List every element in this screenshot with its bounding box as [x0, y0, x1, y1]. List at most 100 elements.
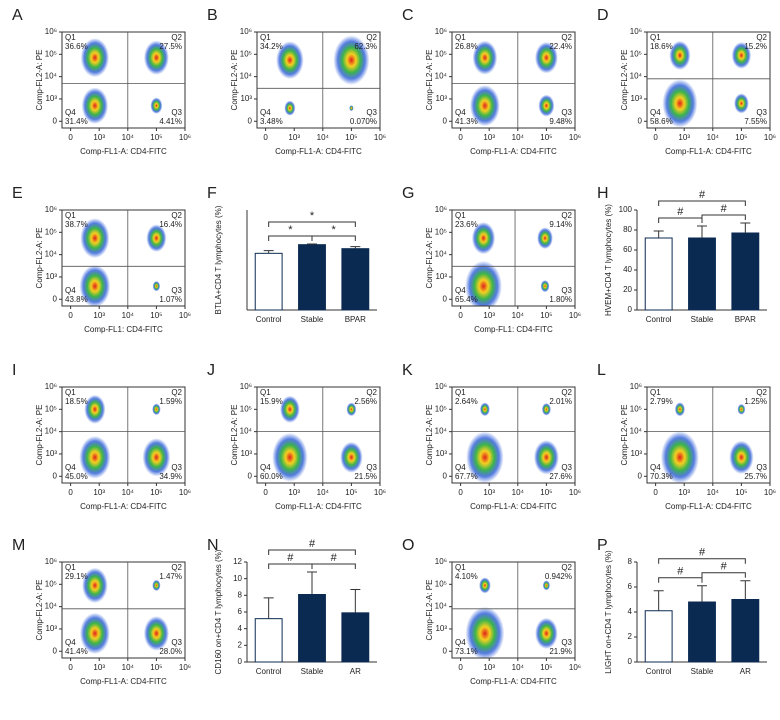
quadrant-name: Q1 — [455, 33, 466, 42]
plot-frame — [646, 386, 771, 484]
panel-letter: A — [12, 7, 23, 24]
significance-label: # — [699, 547, 706, 559]
quadrant-percent: 45.0% — [65, 472, 88, 481]
quadrant-percent: 9.14% — [549, 220, 572, 229]
y-tick-label: 0 — [238, 657, 243, 666]
x-tick-label: 0 — [68, 663, 73, 672]
population — [143, 616, 170, 651]
y-tick-label: 10³ — [240, 94, 252, 103]
quadrant-percent: 67.7% — [455, 472, 478, 481]
quadrant-percent: 2.64% — [455, 397, 478, 406]
x-tick-label: 10³ — [483, 663, 495, 672]
quadrant-percent: 41.3% — [455, 117, 478, 126]
y-tick-label: 10⁵ — [435, 227, 447, 236]
population — [79, 435, 111, 479]
bar — [254, 618, 283, 663]
x-tick-label: 10⁵ — [540, 663, 552, 672]
x-tick-label: 0 — [458, 663, 463, 672]
error-bar — [263, 597, 274, 619]
x-axis-label: Comp-FL1-A: CD4-FITC — [665, 502, 752, 511]
population — [152, 403, 161, 416]
quadrant-name: Q4 — [455, 108, 466, 117]
population — [465, 606, 505, 658]
quadrant-percent: 2.79% — [650, 397, 673, 406]
quadrant-name: Q3 — [561, 108, 572, 117]
population — [142, 438, 171, 477]
significance-label: # — [287, 552, 294, 564]
y-tick-label: 10⁶ — [630, 27, 642, 36]
y-tick-label: 10⁵ — [240, 404, 252, 413]
x-tick-label: 10⁵ — [150, 133, 162, 142]
bar — [341, 248, 370, 311]
error-bar — [697, 585, 707, 602]
plot-frame — [451, 561, 576, 659]
quadrant-name: Q3 — [171, 286, 182, 295]
y-tick-label: 10⁶ — [435, 382, 447, 391]
quadrant-name: Q3 — [366, 108, 377, 117]
y-tick-label: 10⁴ — [45, 427, 58, 436]
quadrant-name: Q4 — [65, 638, 76, 647]
x-tick-label: 10⁵ — [540, 133, 552, 142]
population — [674, 402, 685, 417]
quadrant-percent: 1.59% — [159, 397, 182, 406]
bar — [644, 610, 673, 663]
x-tick-label: 10⁵ — [540, 488, 552, 497]
x-tick-label: 10⁵ — [150, 488, 162, 497]
x-tick-label: 10⁴ — [122, 311, 135, 320]
quadrant-name: Q4 — [455, 286, 466, 295]
x-tick-label: 10³ — [678, 488, 690, 497]
population — [84, 394, 106, 424]
quadrant-percent: 15.2% — [744, 42, 767, 51]
x-tick-label: 10⁶ — [569, 311, 581, 320]
x-tick-label: 10⁵ — [150, 663, 162, 672]
y-tick-label: 10⁵ — [435, 579, 447, 588]
x-tick-label: 10⁵ — [735, 133, 747, 142]
quadrant-name: Q2 — [756, 33, 767, 42]
quadrant-name: Q4 — [65, 463, 76, 472]
population — [729, 440, 754, 475]
population — [349, 105, 354, 112]
significance-bracket — [268, 563, 313, 569]
plot-frame — [256, 386, 381, 484]
y-tick-label: 10³ — [435, 94, 447, 103]
y-tick-label: 10⁵ — [45, 49, 57, 58]
y-tick-label: 10⁶ — [240, 27, 252, 36]
plot-frame — [646, 31, 771, 129]
quadrant-name: Q4 — [455, 463, 466, 472]
quadrant-percent: 21.5% — [354, 472, 377, 481]
population — [541, 403, 551, 416]
population — [540, 280, 550, 293]
x-tick-label: 10⁶ — [764, 133, 776, 142]
y-tick-label: 12 — [233, 557, 242, 566]
quadrant-name: Q3 — [561, 286, 572, 295]
x-tick-label: 10⁴ — [122, 488, 135, 497]
y-tick-label: 10⁵ — [435, 404, 447, 413]
x-tick-label: 0 — [458, 311, 463, 320]
panel-letter: H — [597, 185, 609, 202]
x-tick-label: Control — [646, 315, 672, 324]
y-tick-label: 0 — [248, 116, 253, 125]
x-tick-label: 10⁶ — [374, 488, 386, 497]
quadrant-percent: 26.8% — [455, 42, 478, 51]
x-tick-label: 10⁴ — [707, 133, 720, 142]
x-axis-label: Comp-FL1: CD4-FITC — [474, 325, 553, 334]
x-tick-label: 10⁶ — [569, 133, 581, 142]
quadrant-percent: 31.4% — [65, 117, 88, 126]
quadrant-percent: 18.6% — [650, 42, 673, 51]
panel-letter: C — [402, 7, 414, 24]
x-tick-label: 10⁶ — [179, 663, 191, 672]
quadrant-percent: 23.6% — [455, 220, 478, 229]
bar — [298, 594, 326, 663]
x-axis-label: Comp-FL1-A: CD4-FITC — [80, 677, 167, 686]
y-axis-label: Comp-FL2-A: PE — [425, 50, 434, 111]
quadrant-percent: 18.5% — [65, 397, 88, 406]
y-tick-label: 10⁶ — [435, 27, 447, 36]
y-tick-label: 10³ — [630, 94, 642, 103]
population — [731, 42, 752, 69]
y-tick-label: 10⁴ — [240, 427, 253, 436]
quadrant-name: Q3 — [171, 463, 182, 472]
quadrant-percent: 58.6% — [650, 117, 673, 126]
bar — [688, 237, 716, 311]
quadrant-percent: 4.10% — [455, 572, 478, 581]
population — [533, 440, 559, 475]
